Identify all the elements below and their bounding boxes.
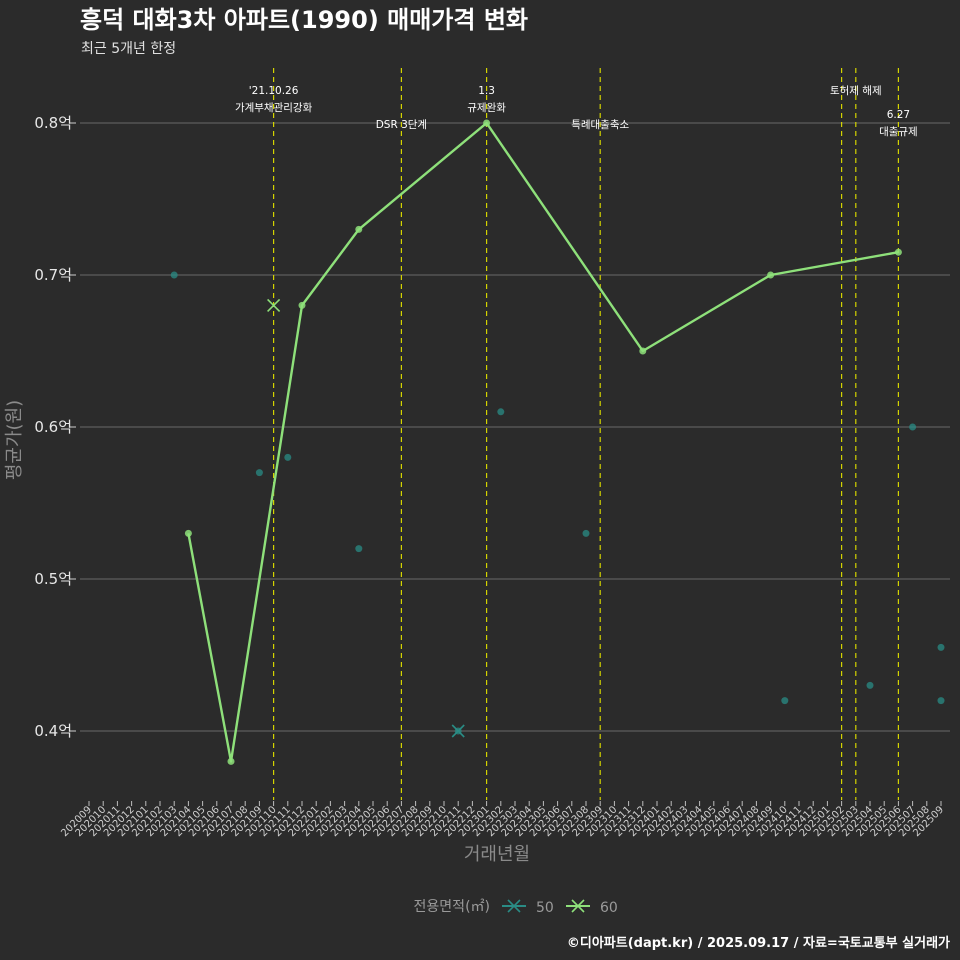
y-tick-label: 0.5억: [34, 570, 72, 588]
event-label: DSR 3단계: [376, 119, 427, 131]
data-point: [909, 423, 917, 431]
legend-key-x: [571, 899, 585, 913]
event-label: 1.3: [478, 85, 495, 97]
data-series: [170, 119, 945, 765]
data-point: [483, 119, 491, 127]
y-tick-label: 0.7억: [34, 266, 72, 284]
x-marker: [451, 724, 465, 738]
legend-label: 60: [600, 900, 618, 916]
data-point: [355, 545, 363, 553]
chart-title: 흥덕 대화3차 아파트(1990) 매매가격 변화: [80, 6, 528, 34]
x-axis-ticks: 2020092020102020112020122021012021022021…: [59, 801, 946, 839]
event-label: 6.27: [887, 109, 910, 121]
data-point: [497, 408, 505, 416]
event-label: 토허제 해제: [830, 84, 882, 97]
event-label: 대출규제: [879, 126, 918, 138]
data-point: [184, 529, 192, 537]
data-point: [894, 248, 902, 256]
y-tick-label: 0.6억: [34, 418, 72, 436]
gridlines: [80, 122, 950, 732]
data-point: [582, 529, 590, 537]
data-point: [255, 469, 263, 477]
x-marker: [267, 298, 281, 312]
data-point: [781, 697, 789, 705]
y-tick-label: 0.8억: [34, 114, 72, 132]
event-label: 가계부채관리강화: [235, 102, 313, 114]
y-tick-label: 0.4억: [34, 722, 72, 740]
data-point: [170, 271, 178, 279]
data-point: [866, 681, 874, 689]
data-point: [767, 271, 775, 279]
data-point: [937, 643, 945, 651]
chart-subtitle: 최근 5개년 한정: [81, 41, 176, 57]
y-axis-ticks: 0.4억 0.5억 0.6억 0.7억 0.8억: [34, 114, 76, 740]
event-label: 특례대출축소: [571, 119, 629, 131]
event-label: '21.10.26: [249, 85, 299, 97]
event-label: 규제완화: [467, 101, 506, 114]
y-axis-title: 평균가(원): [4, 400, 25, 480]
legend-title: 전용면적(㎡): [414, 899, 490, 915]
legend: 전용면적(㎡) 50 60: [414, 899, 618, 916]
x-axis-title: 거래년월: [464, 844, 530, 865]
data-point: [355, 225, 363, 233]
data-point: [284, 453, 292, 461]
data-point: [937, 697, 945, 705]
series-line-60: [187, 121, 899, 763]
source-caption: ©디아파트(dapt.kr) / 2025.09.17 / 자료=국토교통부 실…: [567, 935, 950, 951]
data-point: [298, 301, 306, 309]
legend-key-x: [507, 899, 521, 913]
data-point: [639, 347, 647, 355]
data-point: [227, 757, 235, 765]
legend-label: 50: [536, 900, 554, 916]
